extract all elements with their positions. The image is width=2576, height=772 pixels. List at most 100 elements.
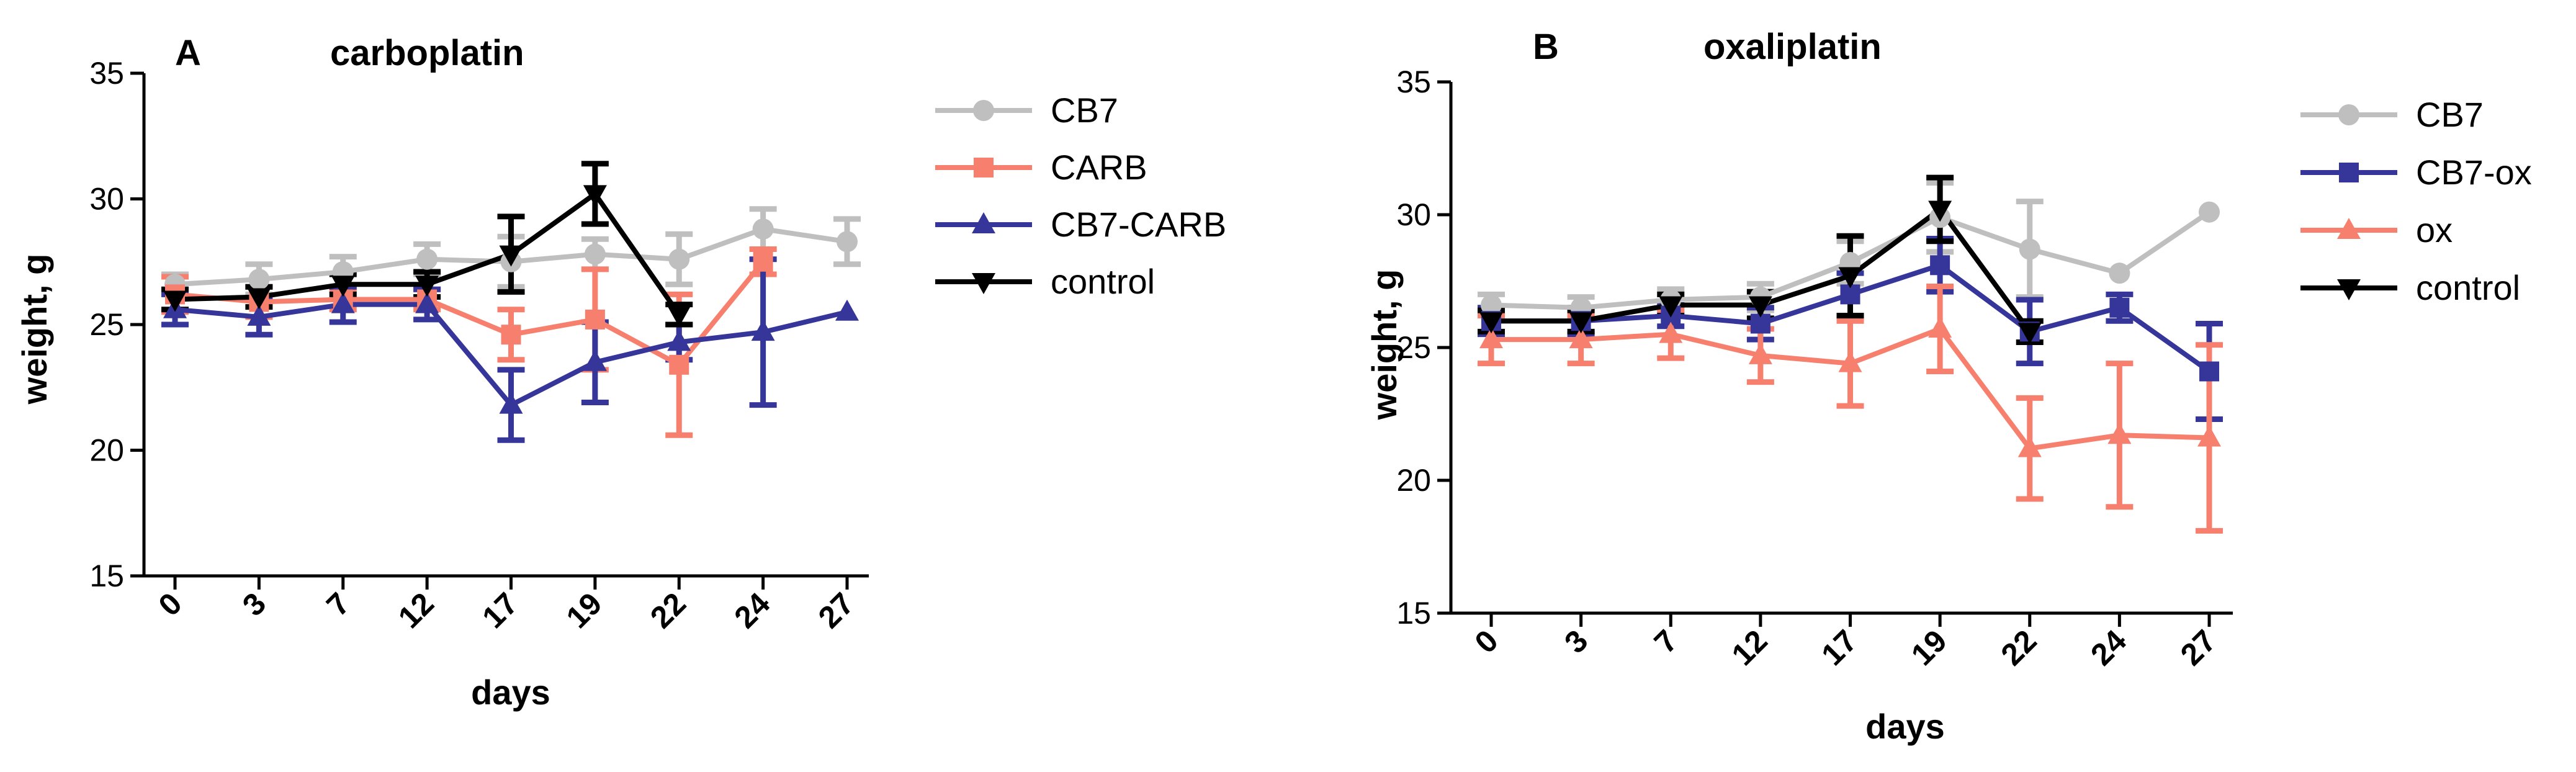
data-point-control: [499, 245, 523, 267]
data-point-control: [1748, 296, 1772, 318]
y-tick-label: 30: [1396, 197, 1431, 232]
data-point-control: [2017, 323, 2042, 344]
panel-a-legend: CB7 CARB CB7-CARB control: [935, 91, 1226, 301]
data-point-ox: [2197, 425, 2221, 447]
legend-item-ox: ox: [2300, 210, 2453, 249]
y-tick-label: 15: [1396, 596, 1431, 631]
x-tick-label: 24: [727, 586, 776, 635]
data-point-cb7: [2199, 201, 2220, 223]
legend-marker: [2337, 279, 2361, 300]
y-tick-label: 15: [89, 559, 124, 593]
data-point-ox: [2107, 423, 2132, 444]
data-point-ox: [1838, 351, 1862, 372]
legend-item-control: control: [935, 262, 1155, 301]
legend-label: CB7-CARB: [1051, 205, 1226, 244]
x-tick-label: 24: [2084, 623, 2133, 672]
data-point-ox: [1928, 316, 1952, 338]
y-tick-label: 20: [89, 433, 124, 468]
data-point-control: [667, 305, 691, 327]
data-point-ox: [1479, 327, 1503, 349]
legend-item-control: control: [2300, 268, 2520, 307]
legend-label: CB7: [1051, 91, 1118, 130]
legend-label: control: [2416, 268, 2520, 307]
x-tick-label: 12: [392, 586, 441, 635]
legend-marker: [2337, 218, 2361, 239]
data-point-control: [583, 185, 607, 207]
data-point-cb7-carb: [835, 299, 859, 321]
legend-label: ox: [2416, 210, 2453, 249]
panel-b-chart: B oxaliplatin weight, g days 15 20 25 30 35 0…: [1365, 27, 2532, 746]
legend-label: CB7-ox: [2416, 153, 2532, 192]
data-point-cb7-ox: [2109, 297, 2130, 318]
x-tick-label: 22: [644, 586, 693, 635]
data-point-carb: [669, 354, 689, 375]
panel-a-chart: A carboplatin weight, g days 15 20 25 30 35 0…: [15, 33, 1226, 712]
x-tick-label: 17: [1815, 623, 1864, 672]
legend-label: CARB: [1051, 148, 1147, 187]
panel-b-axes: 15 20 25 30 35 0 3 7 12 17 19 22 24 27: [1396, 65, 2233, 672]
y-tick-label: 30: [89, 182, 124, 217]
panel-b-legend: CB7 CB7-ox ox control: [2300, 95, 2532, 307]
x-tick-label: 3: [1558, 623, 1594, 660]
data-point-cb7: [2019, 238, 2040, 260]
data-point-cb7: [1481, 294, 1502, 316]
legend-label: CB7: [2416, 95, 2484, 134]
legend-marker: [973, 100, 994, 121]
data-point-control: [1569, 312, 1593, 334]
y-tick-label: 35: [1396, 65, 1431, 99]
data-point-carb: [501, 325, 521, 345]
panel-a-letter: A: [175, 33, 201, 73]
panel-a-y-axis-title: weight, g: [15, 254, 54, 405]
x-tick-label: 27: [2174, 623, 2223, 672]
x-tick-label: 7: [320, 586, 356, 622]
y-tick-label: 25: [1396, 330, 1431, 365]
x-tick-label: 19: [1905, 623, 1954, 672]
y-tick-label: 35: [89, 56, 124, 91]
data-point-cb7-ox: [1930, 255, 1950, 276]
panel-a-axes: 15 20 25 30 35 0 3 7 12 17 19 22 24 27: [89, 56, 869, 635]
x-tick-label: 17: [475, 586, 524, 635]
data-point-control: [163, 290, 187, 312]
y-tick-label: 20: [1396, 463, 1431, 498]
legend-marker: [2338, 104, 2359, 125]
panel-b-x-axis-title: days: [1865, 707, 1945, 746]
series-line-carb: [174, 260, 765, 367]
x-tick-label: 19: [560, 586, 609, 635]
data-point-cb7-carb: [415, 292, 439, 313]
data-point-cb7: [2109, 263, 2130, 284]
data-point-control: [331, 276, 355, 297]
legend-item-carb: CARB: [935, 148, 1147, 187]
data-point-control: [415, 276, 439, 297]
data-point-ox: [1659, 321, 1683, 343]
legend-marker: [2339, 163, 2359, 182]
data-point-control: [247, 288, 271, 310]
data-point-cb7: [668, 248, 690, 270]
x-tick-label: 0: [1468, 623, 1505, 660]
panel-b-title: oxaliplatin: [1703, 27, 1882, 67]
x-tick-label: 3: [236, 586, 272, 622]
data-point-control: [1838, 267, 1862, 289]
panel-a-markers: [163, 185, 859, 414]
legend-marker: [974, 158, 994, 177]
legend-item-cb7-carb: CB7-CARB: [935, 205, 1226, 244]
panel-b-y-axis-title: weight, g: [1365, 269, 1404, 421]
data-point-cb7-carb: [499, 392, 523, 414]
data-point-cb7-carb: [751, 320, 775, 341]
data-point-cb7-ox: [2199, 361, 2219, 382]
legend-item-cb7: CB7: [935, 91, 1118, 130]
data-point-cb7: [837, 231, 858, 253]
data-point-carb: [753, 251, 773, 272]
legend-item-cb7: CB7: [2300, 95, 2484, 134]
data-point-carb: [585, 309, 605, 330]
panel-b-markers: [1479, 200, 2221, 457]
data-point-cb7: [248, 269, 270, 290]
panel-a-x-axis-title: days: [471, 673, 550, 712]
x-tick-label: 7: [1648, 623, 1684, 660]
data-point-cb7-carb: [667, 330, 691, 351]
x-tick-label: 22: [1995, 623, 2044, 672]
data-point-ox: [2017, 436, 2042, 457]
data-point-cb7-carb: [583, 349, 607, 371]
data-point-cb7-carb: [247, 304, 271, 326]
legend-marker: [972, 212, 995, 233]
